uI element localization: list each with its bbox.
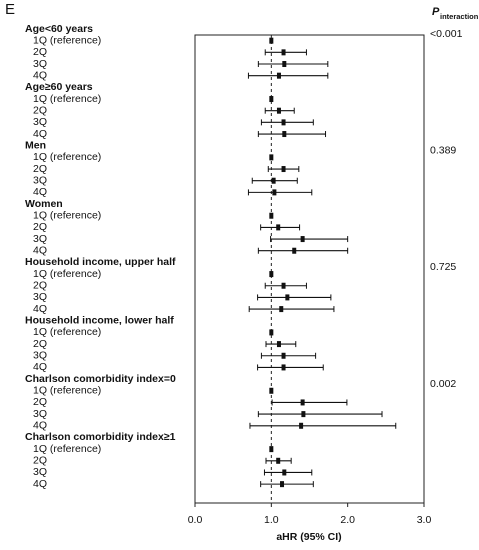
p-interaction: 0.725 [430,261,456,273]
group-label: Household income, upper half [25,256,176,268]
row-label: 2Q [33,338,47,350]
point-estimate [281,166,286,173]
group-label: Household income, lower half [25,315,174,327]
point-estimate [269,329,274,336]
row-label: 2Q [33,46,47,58]
point-estimate [269,387,274,394]
point-estimate [282,469,287,476]
x-tick-label: 0.0 [188,514,203,526]
p-header: P [432,6,440,18]
row-label: 2Q [33,280,47,292]
row-label: 4Q [33,245,47,257]
row-label: 4Q [33,303,47,315]
row-label: 1Q (reference) [33,443,101,455]
row-label: 3Q [33,58,47,70]
point-estimate [279,306,284,313]
point-estimate [281,352,286,359]
point-estimate [269,154,274,161]
row-label: 2Q [33,455,47,467]
point-estimate [276,107,281,114]
p-interaction: <0.001 [430,28,463,40]
row-label: 2Q [33,221,47,233]
p-interaction: 0.002 [430,378,456,390]
row-label: 1Q (reference) [33,93,101,105]
point-estimate [269,446,274,453]
row-label: 1Q (reference) [33,385,101,397]
group-label: Age<60 years [25,23,93,35]
point-estimate [282,131,287,138]
row-label: 4Q [33,420,47,432]
point-estimate [272,189,277,196]
row-label: 3Q [33,350,47,362]
point-estimate [276,224,281,231]
x-tick-label: 2.0 [340,514,355,526]
row-label: 1Q (reference) [33,268,101,280]
row-label: 1Q (reference) [33,326,101,338]
point-estimate [285,294,290,301]
point-estimate [276,341,281,348]
point-estimate [269,96,274,103]
point-estimate [280,481,285,488]
row-label: 2Q [33,396,47,408]
row-label: 1Q (reference) [33,34,101,46]
point-estimate [269,212,274,219]
row-label: 2Q [33,104,47,116]
group-label: Men [25,139,46,151]
group-label: Charlson comorbidity index≥1 [25,431,176,443]
point-estimate [299,422,304,429]
point-estimate [276,72,281,79]
point-estimate [281,364,286,371]
row-label: 3Q [33,291,47,303]
x-axis-label: aHR (95% CI) [276,531,341,543]
row-label: 2Q [33,163,47,175]
point-estimate [281,119,286,126]
point-estimate [276,457,281,464]
x-tick-label: 1.0 [264,514,279,526]
row-label: 4Q [33,186,47,198]
x-tick-label: 3.0 [417,514,432,526]
point-estimate [300,236,305,243]
point-estimate [269,271,274,278]
row-label: 3Q [33,466,47,478]
row-label: 4Q [33,361,47,373]
plot-frame [194,34,425,504]
row-label: 4Q [33,478,47,490]
row-label: 1Q (reference) [33,151,101,163]
row-label: 4Q [33,128,47,140]
row-label: 4Q [33,69,47,81]
point-estimate [282,61,287,68]
point-estimate [281,282,286,289]
group-label: Charlson comorbidity index=0 [25,373,176,385]
point-estimate [269,37,274,44]
row-label: 3Q [33,233,47,245]
row-label: 1Q (reference) [33,210,101,222]
row-label: 3Q [33,408,47,420]
p-interaction: 0.389 [430,144,456,156]
row-label: 3Q [33,174,47,186]
point-estimate [301,411,306,418]
row-label: 3Q [33,116,47,128]
point-estimate [300,399,305,406]
point-estimate [271,177,276,184]
p-header-sub: interaction [440,12,479,21]
point-estimate [292,247,297,254]
point-estimate [281,49,286,56]
panel-label: E [5,1,15,18]
group-label: Women [25,198,63,210]
group-label: Age≥60 years [25,81,93,93]
